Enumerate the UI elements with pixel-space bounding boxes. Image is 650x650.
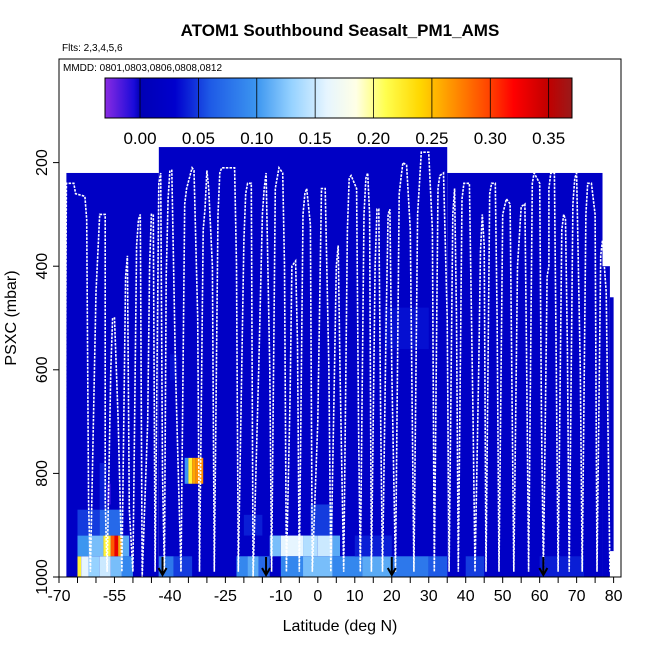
heatmap-cell bbox=[118, 535, 122, 557]
x-tick-label: 20 bbox=[383, 588, 401, 605]
colorbar-tick-label: 0.25 bbox=[415, 129, 448, 148]
colorbar-frame bbox=[104, 77, 573, 119]
heatmap-cell bbox=[539, 556, 585, 577]
heatmap-cell bbox=[184, 457, 189, 484]
x-tick-label: 80 bbox=[605, 588, 623, 605]
colorbar-tick-label: 0.15 bbox=[299, 129, 332, 148]
heatmap-cell bbox=[110, 556, 122, 577]
heatmap-cell bbox=[99, 556, 111, 577]
colorbar-tick-label: 0.35 bbox=[532, 129, 565, 148]
colorbar-gradient bbox=[105, 78, 572, 118]
x-tick-label: 50 bbox=[494, 588, 512, 605]
heatmap-cell bbox=[99, 509, 122, 536]
x-axis-label: Latitude (deg N) bbox=[283, 618, 398, 635]
heatmap-cell bbox=[81, 556, 89, 577]
heatmap-cell bbox=[114, 535, 119, 557]
heatmap-cell bbox=[88, 556, 100, 577]
colorbar-ticks: 0.00 0.05 0.10 0.15 0.20 0.25 0.30 0.35 bbox=[123, 78, 565, 148]
heatmap-cell bbox=[269, 535, 281, 557]
heatmap-cell bbox=[173, 556, 193, 577]
colorbar-tick-label: 0.20 bbox=[357, 129, 390, 148]
x-tick-label: -70 bbox=[47, 588, 70, 605]
x-tick-label: 70 bbox=[568, 588, 586, 605]
heatmap-cell bbox=[169, 354, 178, 381]
y-tick-label: 1000 bbox=[34, 559, 51, 595]
x-tick-label: -55 bbox=[103, 588, 126, 605]
heatmap-cell bbox=[77, 535, 89, 557]
heatmap-cell bbox=[303, 535, 318, 557]
heatmap-cell bbox=[362, 556, 392, 577]
colorbar-tick-label: 0.30 bbox=[474, 129, 507, 148]
flights-label: Flts: 2,3,4,5,6 bbox=[62, 43, 123, 54]
y-axis-label: PSXC (mbar) bbox=[3, 270, 20, 365]
x-tick-label: -40 bbox=[158, 588, 181, 605]
heatmap-cell bbox=[88, 535, 104, 557]
heatmap-cell bbox=[258, 556, 270, 577]
y-tick-label: 400 bbox=[34, 253, 51, 280]
y-tick-label: 800 bbox=[34, 460, 51, 487]
heatmap-cell bbox=[192, 457, 196, 484]
heatmap-cell bbox=[99, 463, 108, 510]
arrow-marker bbox=[538, 557, 549, 578]
colorbar: 0.00 0.05 0.10 0.15 0.20 0.25 0.30 0.35 bbox=[104, 77, 573, 148]
heatmap-cell bbox=[77, 556, 82, 577]
x-axis: -70 -55 -40 -25 -10 0 10 20 30 40 50 60 70 80 bbox=[47, 577, 623, 605]
heatmap-cell bbox=[121, 556, 133, 577]
heatmap-cell bbox=[354, 535, 392, 557]
chart-title: ATOM1 Southbound Seasalt_PM1_AMS bbox=[181, 21, 500, 40]
x-tick-label: -10 bbox=[269, 588, 292, 605]
colorbar-tick-label: 0.10 bbox=[240, 129, 273, 148]
dates-label: MMDD: 0801,0803,0806,0808,0812 bbox=[63, 63, 222, 74]
heatmap-cell bbox=[310, 504, 333, 536]
heatmap-cell bbox=[303, 556, 333, 577]
x-tick-label: 0 bbox=[313, 588, 322, 605]
arrow-marker bbox=[261, 557, 271, 578]
heatmap-cell bbox=[121, 535, 130, 557]
colorbar-tick-label: 0.05 bbox=[182, 129, 215, 148]
heatmap-coverage bbox=[66, 147, 614, 577]
heatmap-cell bbox=[391, 556, 429, 577]
coverage-block bbox=[66, 172, 159, 577]
x-tick-label: 30 bbox=[420, 588, 438, 605]
x-tick-label: 10 bbox=[346, 588, 364, 605]
heatmap-cell bbox=[428, 556, 448, 577]
flight-track-line bbox=[63, 151, 611, 578]
arrow-marker bbox=[157, 557, 168, 578]
y-tick-label: 200 bbox=[34, 149, 51, 176]
x-tick-label: -25 bbox=[214, 588, 237, 605]
heatmap-cell bbox=[332, 535, 340, 557]
heatmap-cell bbox=[188, 457, 193, 484]
y-tick-label: 600 bbox=[34, 356, 51, 383]
plot-region bbox=[58, 58, 622, 578]
heatmap-cell bbox=[110, 535, 115, 557]
x-tick-label: 60 bbox=[531, 588, 549, 605]
heatmap-cell bbox=[236, 556, 248, 577]
colorbar-tick-label: 0.00 bbox=[123, 129, 156, 148]
coverage-block bbox=[602, 266, 610, 577]
x-tick-label: 40 bbox=[457, 588, 475, 605]
plot-frame bbox=[58, 58, 622, 578]
heatmap-cell bbox=[332, 556, 363, 577]
y-axis: 200 400 600 800 1000 bbox=[34, 149, 59, 595]
arrow-marker bbox=[386, 557, 397, 578]
heatmap-cell bbox=[317, 535, 333, 557]
coverage-block bbox=[609, 297, 614, 552]
arrow-markers bbox=[157, 557, 549, 578]
